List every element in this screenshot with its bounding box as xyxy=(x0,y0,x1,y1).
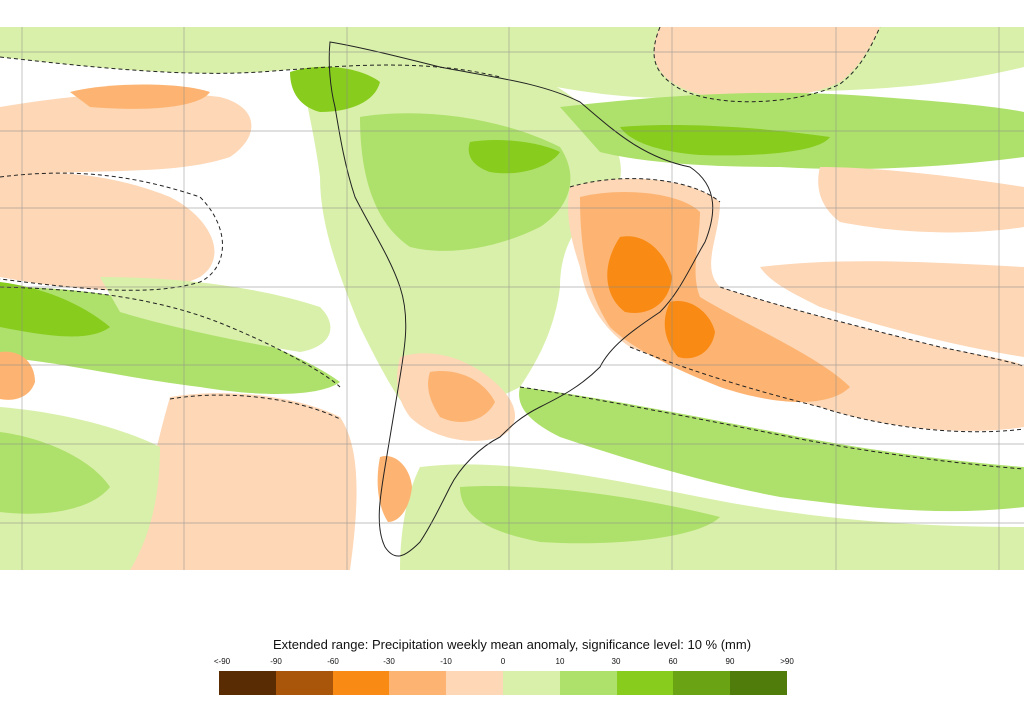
legend-swatch xyxy=(219,671,276,695)
legend-tick-label: -30 xyxy=(383,657,395,666)
legend-tick-label: 60 xyxy=(668,657,678,666)
dry-plume-strong-1 xyxy=(607,236,672,313)
legend-tick-label: 10 xyxy=(555,657,565,666)
legend-swatch xyxy=(389,671,447,695)
legend-tick-label: >90 xyxy=(780,657,794,666)
continent-wet-strong-nw xyxy=(290,66,380,112)
dry-region-pacific-north xyxy=(0,173,215,291)
wet-band-south-atlantic xyxy=(519,387,1024,512)
dry-band-nw xyxy=(0,92,252,177)
legend-color-bar xyxy=(219,671,787,695)
legend-swatch xyxy=(673,671,731,695)
legend-swatch xyxy=(730,671,787,695)
legend-tick-labels: <-90 -90 -60 -30 -10 0 10 30 60 90 >90 xyxy=(0,657,1024,669)
legend-swatch xyxy=(559,671,617,695)
legend-tick-label: 0 xyxy=(500,657,506,666)
legend-title: Extended range: Precipitation weekly mea… xyxy=(272,637,752,652)
legend-tick-label: 30 xyxy=(611,657,621,666)
graticule xyxy=(0,27,1024,570)
legend-tick-label: -90 xyxy=(270,657,282,666)
legend-tick-label: 90 xyxy=(725,657,735,666)
legend-swatch xyxy=(275,671,333,695)
wet-core-pacific-mid xyxy=(0,282,110,337)
anomaly-map xyxy=(0,27,1024,570)
legend-swatch xyxy=(446,671,503,695)
dry-patch-atlantic-east xyxy=(818,167,1024,233)
dry-band-atlantic-south-east xyxy=(760,261,1024,357)
significance-contours xyxy=(0,27,1024,470)
legend-swatch xyxy=(502,671,560,695)
dry-patch-west-edge xyxy=(0,351,35,400)
coastline xyxy=(328,41,714,557)
wet-core-atlantic-equatorial xyxy=(620,125,830,156)
dry-plume-strong-2 xyxy=(664,301,715,359)
legend-swatch xyxy=(616,671,674,695)
wet-core-southwest xyxy=(0,432,110,514)
wet-light-pacific-mid xyxy=(100,277,331,352)
dry-patch-nw-small xyxy=(70,84,210,109)
wet-core-far-south xyxy=(460,486,720,544)
continent-wet-strong-center xyxy=(468,140,560,174)
dry-region-pacific-south xyxy=(130,393,357,570)
legend-tick-label: <-90 xyxy=(213,657,231,666)
dry-patagonia xyxy=(377,456,412,522)
legend-swatch xyxy=(332,671,390,695)
dry-patch-ne xyxy=(654,27,880,100)
map-svg xyxy=(0,27,1024,570)
legend-tick-label: -10 xyxy=(440,657,452,666)
dry-patch-argentina-core xyxy=(428,371,495,422)
legend-tick-label: -60 xyxy=(327,657,339,666)
